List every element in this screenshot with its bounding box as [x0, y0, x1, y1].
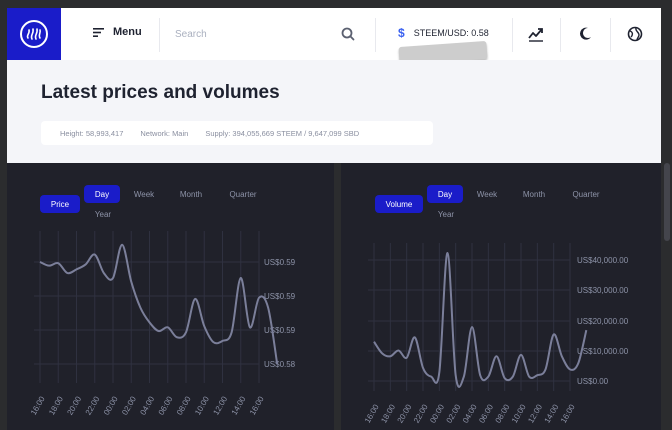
y-tick-label: US$30,000.00 [577, 286, 629, 295]
tab-month[interactable]: Month [179, 189, 203, 199]
y-tick-label: US$0.59 [264, 326, 296, 335]
token-supply: Supply: 394,055,669 STEEM / 9,647,099 SB… [205, 128, 360, 138]
block-height: Height: 58,993,417 [60, 128, 124, 138]
x-tick-label: 18:00 [379, 402, 397, 424]
scrollbar-track[interactable] [661, 60, 672, 430]
moon-icon[interactable] [577, 26, 593, 42]
x-tick-label: 16:00 [363, 402, 381, 424]
volume-chart-panel: Volume Day Week Month Quarter Year US$40… [341, 163, 661, 430]
y-tick-label: US$0.58 [264, 360, 296, 369]
series-line [373, 251, 588, 388]
search-icon[interactable] [340, 26, 356, 42]
divider [610, 18, 611, 52]
price-chart-panel: Price Day Week Month Quarter Year US$0.5… [7, 163, 334, 430]
page-header: Latest prices and volumes Height: 58,993… [7, 60, 661, 163]
volume-line-chart: US$40,000.00 US$30,000.00 US$20,000.00 US$1… [363, 243, 629, 425]
x-tick-label: 04:00 [461, 402, 479, 424]
volume-series-button[interactable]: Volume [375, 195, 423, 213]
tab-day[interactable]: Day [84, 185, 120, 203]
tab-quarter[interactable]: Quarter [572, 189, 600, 199]
steem-logo[interactable] [7, 8, 61, 60]
divider [159, 18, 160, 52]
page-title: Latest prices and volumes [41, 82, 280, 103]
divider [375, 18, 376, 52]
y-tick-label: US$20,000.00 [577, 317, 629, 326]
x-tick-label: 08:00 [494, 402, 512, 424]
tab-week[interactable]: Week [476, 189, 498, 199]
x-tick-label: 04:00 [138, 394, 156, 416]
dollar-icon: $ [398, 26, 405, 40]
x-tick-label: 14:00 [230, 394, 248, 416]
steem-usd-price[interactable]: $ STEEM/USD: 0.58 [398, 26, 489, 40]
x-tick-label: 02:00 [445, 402, 463, 424]
tab-month[interactable]: Month [522, 189, 546, 199]
x-tick-label: 06:00 [477, 402, 495, 424]
tab-day[interactable]: Day [427, 185, 463, 203]
x-tick-label: 00:00 [102, 394, 120, 416]
tab-week[interactable]: Week [133, 189, 155, 199]
menu-icon [93, 27, 104, 37]
chart-line-icon[interactable] [528, 26, 544, 42]
x-tick-label: 20:00 [65, 394, 83, 416]
x-tick-label: 06:00 [157, 394, 175, 416]
y-tick-label: US$0.59 [264, 258, 296, 267]
x-tick-label: 16:00 [29, 394, 47, 416]
price-series-button[interactable]: Price [40, 195, 80, 213]
steem-logo-icon [20, 20, 48, 48]
x-tick-label: 10:00 [510, 402, 528, 424]
tab-quarter[interactable]: Quarter [229, 189, 257, 199]
x-tick-label: 22:00 [412, 402, 430, 424]
divider [560, 18, 561, 52]
x-tick-label: 14:00 [543, 402, 561, 424]
divider [512, 18, 513, 52]
x-tick-label: 00:00 [428, 402, 446, 424]
x-tick-label: 02:00 [120, 394, 138, 416]
tab-year[interactable]: Year [94, 209, 112, 219]
y-tick-label: US$10,000.00 [577, 347, 629, 356]
x-tick-label: 20:00 [396, 402, 414, 424]
x-tick-label: 16:00 [559, 402, 577, 424]
x-tick-label: 22:00 [84, 394, 102, 416]
chain-stats-bar: Height: 58,993,417 Network: Main Supply:… [41, 121, 433, 145]
y-tick-label: US$40,000.00 [577, 256, 629, 265]
globe-icon[interactable] [627, 26, 643, 42]
x-tick-label: 10:00 [193, 394, 211, 416]
search-input[interactable] [175, 24, 325, 44]
x-tick-label: 08:00 [175, 394, 193, 416]
series-line [39, 243, 279, 365]
tab-year[interactable]: Year [437, 209, 455, 219]
network-name: Network: Main [140, 128, 189, 138]
menu-button[interactable]: Menu [93, 26, 142, 38]
x-tick-label: 12:00 [526, 402, 544, 424]
y-tick-label: US$0.59 [264, 292, 296, 301]
x-tick-label: 12:00 [211, 394, 229, 416]
top-navbar: Menu $ STEEM/USD: 0.58 [7, 8, 661, 66]
x-tick-label: 18:00 [47, 394, 65, 416]
steem-usd-price-label: STEEM/USD: 0.58 [413, 28, 489, 38]
menu-label: Menu [113, 26, 142, 38]
y-tick-label: US$0.00 [577, 377, 609, 386]
scrollbar-thumb[interactable] [664, 163, 670, 241]
x-tick-label: 16:00 [248, 394, 266, 416]
